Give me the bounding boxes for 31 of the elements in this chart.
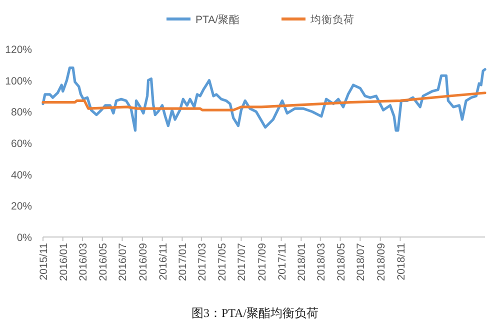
x-tick-label: 2017/01 <box>177 242 190 281</box>
x-tick-label: 2016/11 <box>157 242 170 280</box>
x-tick-label: 2015/11 <box>38 242 50 280</box>
x-tick-label: 2018/05 <box>335 242 348 281</box>
legend-label: PTA/聚酯 <box>196 14 240 26</box>
x-tick-label: 2017/05 <box>216 242 228 281</box>
x-tick-label: 2016/05 <box>97 242 110 281</box>
x-tick-label: 2016/03 <box>77 242 90 281</box>
y-tick-label: 120% <box>5 44 32 56</box>
x-tick-label: 2016/09 <box>137 242 150 281</box>
y-tick-label: 0% <box>16 232 32 244</box>
y-tick-label: 40% <box>10 169 32 182</box>
x-tick-label: 2018/03 <box>315 242 328 281</box>
x-tick-label: 2017/07 <box>236 242 248 281</box>
caption: 图3：PTA/聚酯均衡负荷 <box>191 306 319 320</box>
line-series <box>42 66 486 132</box>
x-tick-label: 2016/07 <box>117 242 130 281</box>
y-tick-label: 100% <box>5 75 32 88</box>
x-tick-label: 2017/03 <box>196 242 208 281</box>
x-tick-label: 2018/01 <box>296 242 308 281</box>
x-tick-label: 2017/09 <box>256 242 268 281</box>
legend-label: 均衡负荷 <box>310 13 354 26</box>
x-tick-label: 2018/07 <box>355 242 368 281</box>
y-tick-label: 80% <box>10 106 32 119</box>
x-tick-label: 2017/11 <box>276 242 288 280</box>
x-tick-label: 2018/11 <box>395 242 408 280</box>
x-tick-label: 2016/01 <box>58 242 70 281</box>
y-tick-label: 60% <box>10 138 32 150</box>
x-tick-label: 2018/09 <box>375 242 388 281</box>
y-tick-label: 20% <box>10 200 32 213</box>
line-series <box>42 92 486 112</box>
